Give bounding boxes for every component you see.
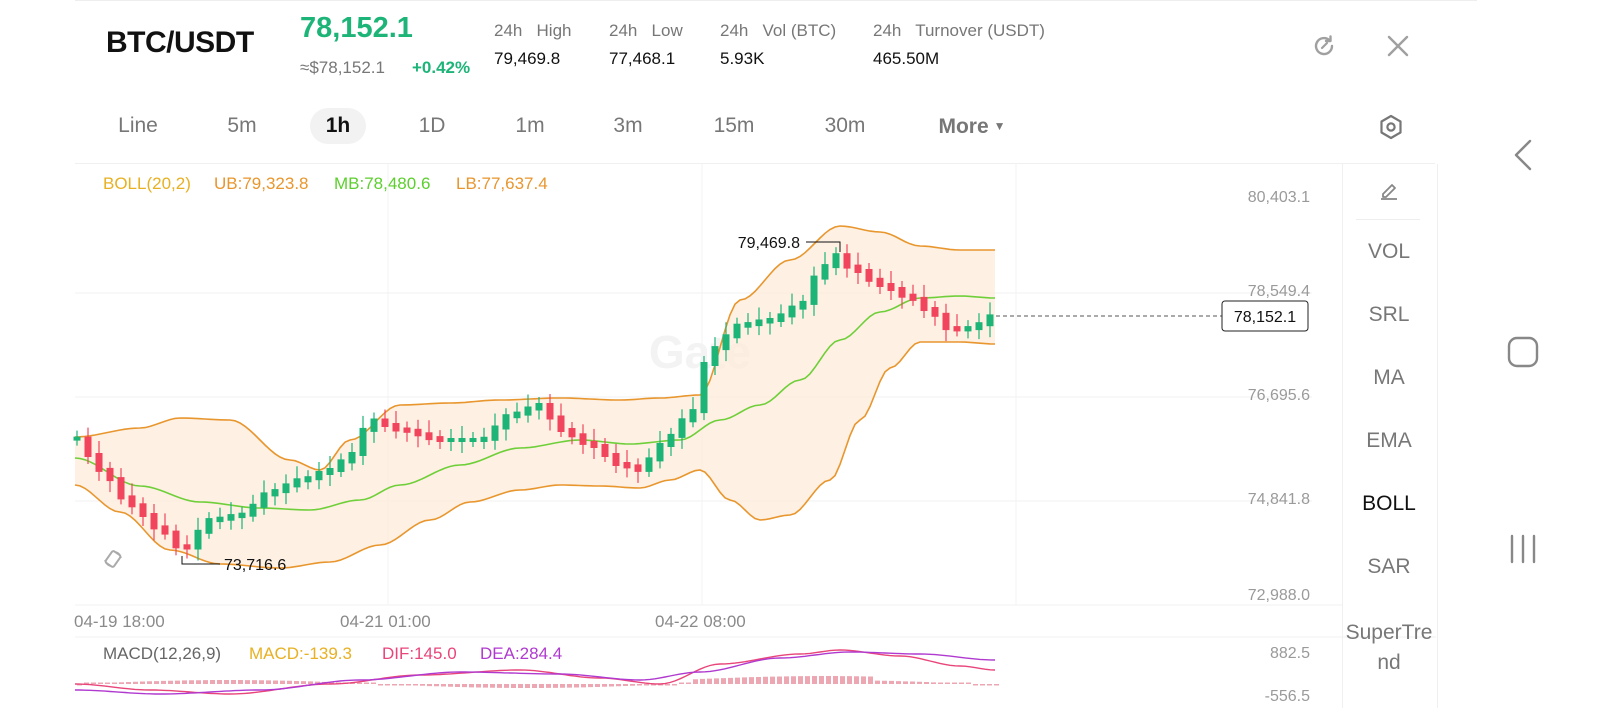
boll-ub: UB:79,323.8 <box>214 174 309 193</box>
price-axis-label: 74,841.8 <box>1247 491 1310 508</box>
tab-3m[interactable]: 3m <box>613 114 643 137</box>
settings-icon <box>1380 114 1402 140</box>
tab-more-label: More <box>938 115 989 138</box>
indicator-vol[interactable]: VOL <box>1367 240 1411 263</box>
stat-volume: 24h Vol (BTC) 5.93K <box>720 21 836 69</box>
home-icon <box>1507 336 1539 368</box>
tab-1m[interactable]: 1m <box>515 114 545 137</box>
price-axis-label: 76,695.6 <box>1247 387 1310 404</box>
last-price: 78,152.1 <box>300 12 413 44</box>
stat-label: 24h Turnover (USDT) <box>873 21 1045 40</box>
tab-more[interactable]: More ▼ <box>930 108 1014 144</box>
indicator-sar[interactable]: SAR <box>1367 555 1411 578</box>
tab-1d[interactable]: 1D <box>418 114 446 137</box>
stat-value: 465.50M <box>873 49 940 68</box>
indicator-ma[interactable]: MA <box>1373 366 1405 389</box>
tab-1h[interactable]: 1h <box>310 108 366 144</box>
refresh-button[interactable] <box>1308 30 1340 62</box>
chart-mode-button[interactable] <box>96 542 130 576</box>
stat-turnover: 24h Turnover (USDT) 465.50M <box>873 21 1045 69</box>
tab-30m[interactable]: 30m <box>824 114 866 137</box>
close-button[interactable] <box>1382 30 1414 62</box>
edit-indicators-button[interactable] <box>1342 178 1436 208</box>
stat-value: 77,468.1 <box>609 49 676 68</box>
indicator-ema[interactable]: EMA <box>1366 429 1412 452</box>
stat-label: 24h Vol (BTC) <box>720 21 837 40</box>
chart-settings-button[interactable] <box>1374 110 1408 144</box>
stat-value: 5.93K <box>720 49 765 68</box>
time-axis-label: 04-21 01:00 <box>340 612 431 631</box>
back-icon <box>1514 139 1532 171</box>
indicator-divider <box>1356 219 1420 220</box>
close-icon <box>1387 35 1409 57</box>
stat-label: 24h Low <box>609 21 683 40</box>
chart-divider <box>75 163 1435 164</box>
stat-label: 24h High <box>494 21 572 40</box>
price-axis-label: 72,988.0 <box>1247 587 1310 604</box>
boll-label: BOLL(20,2) <box>103 174 191 193</box>
tab-15m[interactable]: 15m <box>713 114 755 137</box>
indicator-supertrend[interactable]: SuperTre nd <box>1345 621 1433 674</box>
stat-high: 24h High 79,469.8 <box>494 21 572 69</box>
indicator-srl[interactable]: SRL <box>1368 303 1410 326</box>
stat-value: 79,469.8 <box>494 49 561 68</box>
edit-icon <box>1381 184 1397 200</box>
time-axis-label: 04-22 08:00 <box>655 612 746 631</box>
macd-dea: DEA:284.4 <box>480 644 563 663</box>
macd-axis-bottom: -556.5 <box>1264 688 1310 705</box>
price-change: +0.42% <box>412 58 471 77</box>
time-axis-label: 04-19 18:00 <box>74 612 165 631</box>
indicator-boll[interactable]: BOLL <box>1362 492 1416 515</box>
price-axis-label: 78,549.4 <box>1247 283 1310 300</box>
tab-5m[interactable]: 5m <box>227 114 257 137</box>
stat-low: 24h Low 77,468.1 <box>609 21 683 69</box>
price-axis-label: 80,403.1 <box>1247 189 1310 206</box>
refresh-icon <box>1314 35 1334 56</box>
macd-value: MACD:-139.3 <box>249 644 352 663</box>
macd-label: MACD(12,26,9) <box>103 644 222 663</box>
caret-down-icon: ▼ <box>993 119 1006 133</box>
system-home-button[interactable] <box>1507 336 1539 373</box>
system-recents-button[interactable] <box>1508 534 1538 569</box>
chart-panel <box>75 0 1477 721</box>
recents-icon <box>1510 534 1536 564</box>
macd-dif: DIF:145.0 <box>382 644 457 663</box>
system-back-button[interactable] <box>1510 138 1536 177</box>
indicator-panel <box>1342 164 1438 708</box>
boll-lb: LB:77,637.4 <box>456 174 548 193</box>
macd-axis-top: 882.5 <box>1269 645 1310 662</box>
rotate-icon <box>104 550 122 568</box>
usd-price: ≈$78,152.1 <box>300 58 385 77</box>
pair-title: BTC/USDT <box>106 26 254 59</box>
boll-mb: MB:78,480.6 <box>334 174 431 193</box>
tab-line[interactable]: Line <box>118 114 158 137</box>
